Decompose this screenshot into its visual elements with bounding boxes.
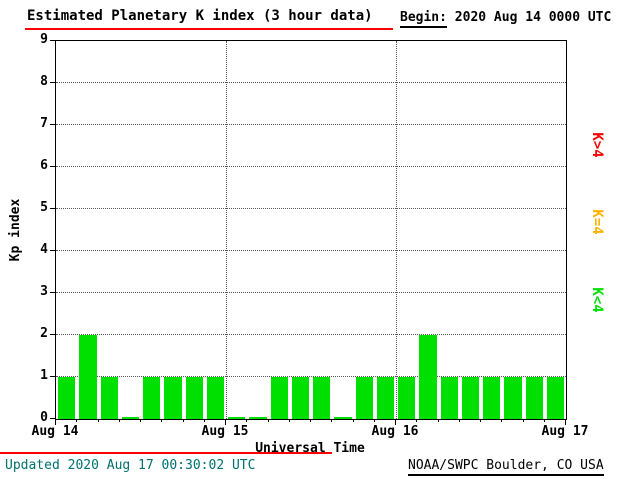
y-axis-tick <box>50 418 55 419</box>
x-axis-tick-label: Aug 15 <box>201 424 249 439</box>
x-axis-tick <box>501 419 503 422</box>
kp-bar <box>525 377 543 419</box>
gridline-horizontal <box>56 250 566 251</box>
kp-bar <box>291 377 309 419</box>
legend-label: K<4 <box>589 287 605 313</box>
gridline-horizontal <box>56 82 566 83</box>
x-axis-tick <box>395 419 396 425</box>
kp-bar <box>313 377 331 419</box>
kp-bar <box>355 377 373 419</box>
kp-bar <box>79 335 97 419</box>
kp-bar <box>440 377 458 419</box>
kp-bar <box>504 377 522 419</box>
kp-bar <box>270 377 288 419</box>
y-axis-tick <box>50 82 55 83</box>
kp-bar <box>483 377 501 419</box>
gridline-vertical <box>396 41 397 419</box>
x-axis-tick-label: Aug 14 <box>31 424 79 439</box>
gridline-horizontal <box>56 292 566 293</box>
x-axis-tick <box>203 419 205 422</box>
y-axis-tick-label: 7 <box>40 116 48 131</box>
begin-value: 2020 Aug 14 0000 UTC <box>454 10 612 25</box>
y-axis-tick <box>50 166 55 167</box>
x-axis-tick <box>310 419 311 422</box>
x-axis-tick-label: Aug 17 <box>541 424 589 439</box>
y-axis-tick-label: 8 <box>40 74 48 89</box>
y-axis-tick-label: 1 <box>40 368 48 383</box>
y-axis-tick <box>50 292 55 293</box>
x-axis-tick-label: Aug 16 <box>371 424 419 439</box>
kp-bar <box>334 417 352 419</box>
kp-bar <box>143 377 161 419</box>
x-axis-tick <box>522 419 524 422</box>
x-axis-tick <box>161 419 163 422</box>
y-axis-tick <box>50 40 55 41</box>
y-axis-tick <box>50 334 55 335</box>
gridline-horizontal <box>56 166 566 167</box>
gridline-horizontal <box>56 208 566 209</box>
x-axis-tick <box>416 419 418 422</box>
title-underline-rule <box>25 28 393 30</box>
x-axis-tick <box>225 419 226 425</box>
kp-bar <box>376 377 394 419</box>
y-axis-tick-label: 6 <box>40 158 48 173</box>
updated-text: Updated 2020 Aug 17 00:30:02 UTC <box>5 458 256 473</box>
gridline-horizontal <box>56 334 566 335</box>
y-axis-tick <box>50 208 55 209</box>
x-axis-tick <box>480 419 481 422</box>
x-axis-tick <box>267 419 269 422</box>
x-axis-tick <box>373 419 375 422</box>
gridline-vertical <box>226 41 227 419</box>
y-axis-tick-label: 5 <box>40 200 48 215</box>
x-axis-tick <box>55 419 56 425</box>
x-axis-tick <box>288 419 290 422</box>
kp-bar <box>461 377 479 419</box>
kp-bar <box>398 377 416 419</box>
x-axis-tick <box>182 419 184 422</box>
gridline-horizontal <box>56 376 566 377</box>
x-axis-tick <box>437 419 439 422</box>
y-axis-tick-label: 4 <box>40 242 48 257</box>
y-axis-tick <box>50 124 55 125</box>
kp-bar <box>58 377 76 419</box>
gridline-horizontal <box>56 124 566 125</box>
y-axis-tick-label: 0 <box>40 410 48 425</box>
begin-label: Begin: <box>400 10 447 28</box>
x-axis-tick <box>140 419 141 422</box>
kp-bar <box>164 377 182 419</box>
x-axis-tick <box>458 419 460 422</box>
x-axis-tick <box>76 419 78 422</box>
y-axis-title: Kp index <box>8 198 23 262</box>
y-axis-tick-label: 3 <box>40 284 48 299</box>
kp-bar <box>100 377 118 419</box>
x-axis-tick <box>246 419 248 422</box>
legend-label: K=4 <box>589 209 605 235</box>
x-axis-tick <box>118 419 120 422</box>
source-text: NOAA/SWPC Boulder, CO USA <box>408 458 604 476</box>
y-axis-tick <box>50 376 55 377</box>
legend-label: K>4 <box>589 132 605 158</box>
kp-bar <box>546 377 564 419</box>
x-axis-tick <box>331 419 333 422</box>
y-axis-tick-label: 2 <box>40 326 48 341</box>
plot-area <box>55 40 567 420</box>
footer-rule <box>0 452 332 454</box>
chart-title: Estimated Planetary K index (3 hour data… <box>27 8 373 24</box>
y-axis-tick-label: 9 <box>40 32 48 47</box>
kp-bar <box>249 417 267 419</box>
x-axis-tick <box>565 419 566 425</box>
y-axis-tick <box>50 250 55 251</box>
x-axis-tick <box>97 419 99 422</box>
begin-block: Begin: 2020 Aug 14 0000 UTC <box>400 10 612 28</box>
kp-bar <box>121 417 139 419</box>
x-axis-tick <box>543 419 545 422</box>
x-axis-tick <box>352 419 354 422</box>
kp-bar <box>228 417 246 419</box>
kp-bar <box>419 335 437 419</box>
kp-bar <box>185 377 203 419</box>
kp-bar <box>206 377 224 419</box>
